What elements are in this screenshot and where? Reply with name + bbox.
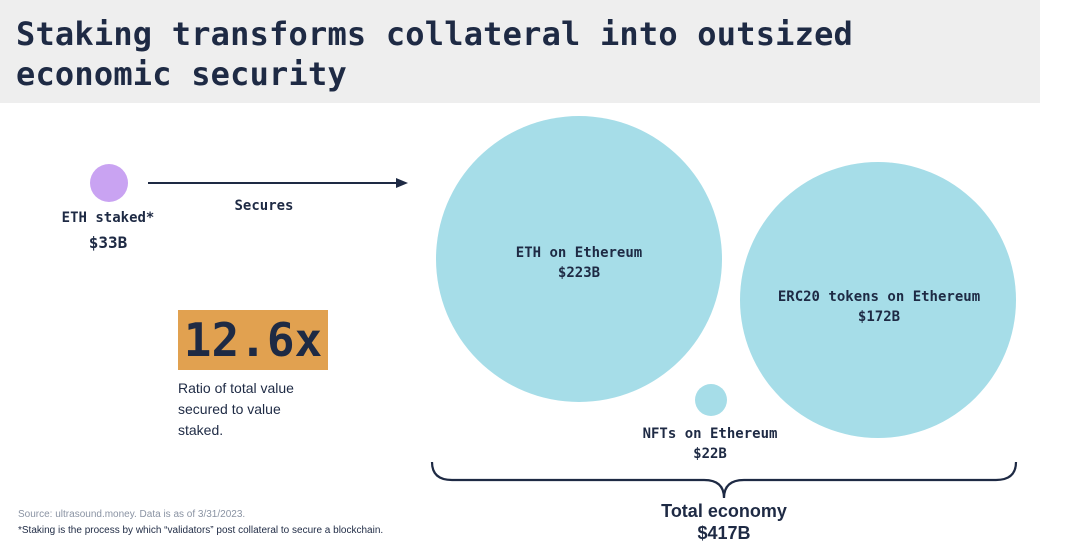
eth-staked-circle (90, 164, 128, 202)
eth-on-ethereum-label: ETH on Ethereum (515, 245, 643, 261)
total-economy-value: $417B (697, 523, 751, 543)
nfts-bubble (695, 384, 727, 416)
eth-on-ethereum-bubble (436, 116, 722, 402)
source-footnote: Source: ultrasound.money. Data is as of … (18, 509, 246, 520)
total-economy-brace (430, 461, 1018, 499)
ratio-description: Ratio of total value secured to value st… (178, 380, 294, 438)
nfts-value: $22B (693, 446, 727, 462)
erc20-label: ERC20 tokens on Ethereum (777, 289, 981, 305)
title-line-1: Staking transforms collateral into outsi… (16, 15, 854, 53)
ratio-highlight: 12.6x (178, 310, 328, 370)
staking-footnote: *Staking is the process by which “valida… (18, 525, 384, 536)
eth-staked-value: $33B (88, 233, 128, 252)
title-banner: Staking transforms collateral into outsi… (0, 0, 1040, 103)
page-title: Staking transforms collateral into outsi… (16, 14, 853, 94)
eth-on-ethereum-value: $223B (557, 265, 601, 281)
eth-staked-label: ETH staked* (61, 210, 155, 226)
secures-arrow (148, 178, 408, 188)
ratio-value: 12.6x (183, 313, 323, 367)
total-economy-label: Total economy (661, 501, 787, 521)
erc20-bubble (740, 162, 1016, 438)
secures-label: Secures (234, 198, 294, 214)
erc20-value: $172B (857, 309, 901, 325)
title-line-2: economic security (16, 55, 347, 93)
nfts-label: NFTs on Ethereum (642, 426, 778, 442)
